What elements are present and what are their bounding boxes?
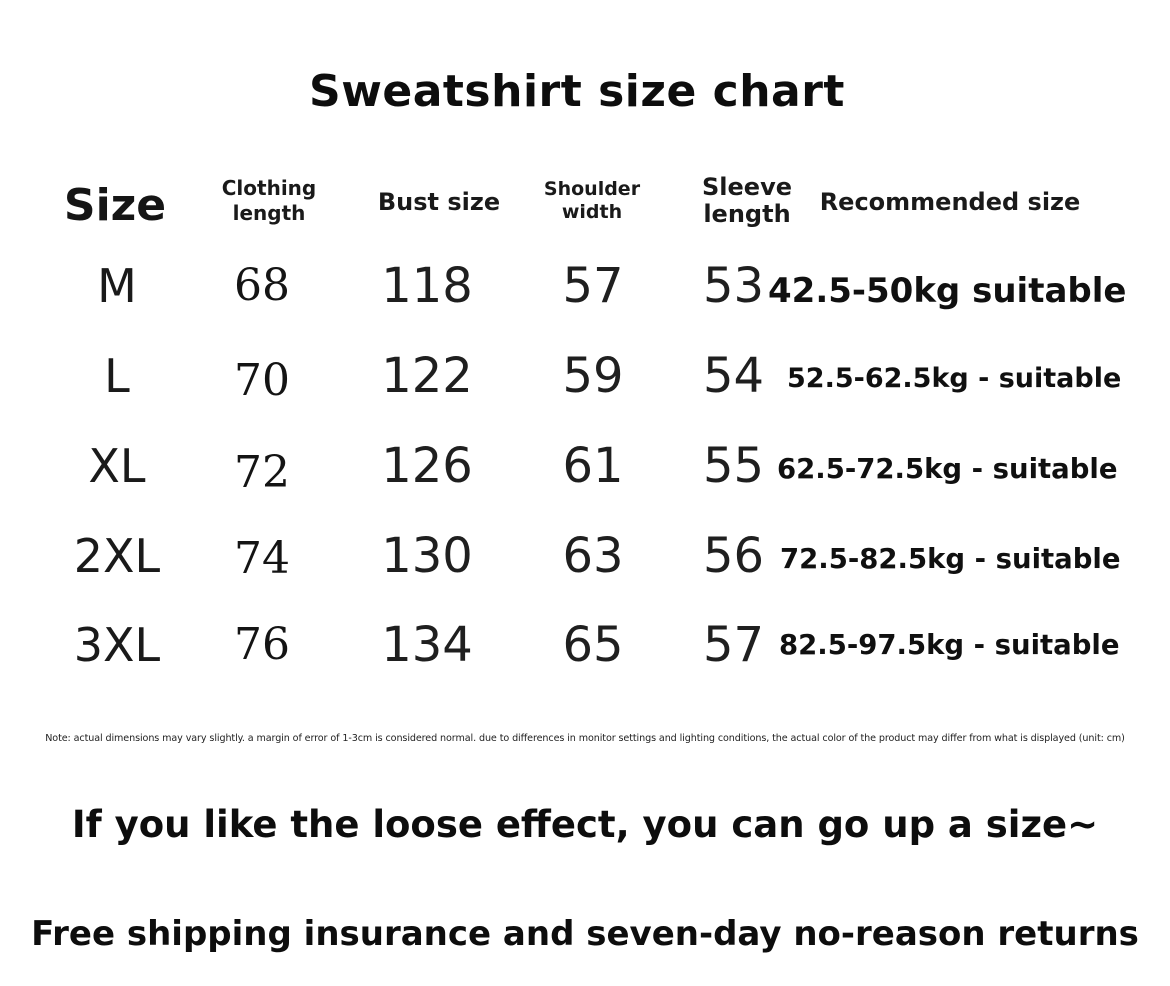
sleeve-length-cell: 54 (703, 348, 765, 404)
recommended-size-cell: 52.5-62.5kg - suitable (787, 363, 1122, 394)
shoulder-width-cell: 57 (562, 258, 624, 314)
bust-size-cell: 126 (381, 438, 473, 494)
size-cell: 3XL (73, 618, 161, 672)
size-cell: XL (88, 439, 146, 493)
chart-title: Sweatshirt size chart (309, 66, 845, 117)
clothing-length-cell: 68 (234, 260, 290, 311)
header-shoulder-width-line2: width (561, 201, 623, 223)
loose-fit-tip: If you like the loose effect, you can go… (71, 803, 1099, 846)
size-cell: L (104, 349, 130, 403)
size-cell: M (97, 259, 137, 313)
header-shoulder-width-line1: Shoulder (543, 178, 641, 200)
header-shoulder-width: Shoulder width (530, 178, 654, 224)
clothing-length-cell: 72 (234, 447, 290, 498)
header-clothing-length: Clothing length (200, 176, 338, 226)
size-cell: 2XL (73, 529, 161, 583)
table-row: L 70 122 59 54 52.5-62.5kg - suitable (0, 341, 1170, 411)
header-sleeve-length-line2: length (703, 200, 791, 228)
header-clothing-length-line2: length (232, 201, 306, 225)
shoulder-width-cell: 61 (562, 438, 624, 494)
sleeve-length-cell: 53 (703, 258, 765, 314)
clothing-length-cell: 70 (234, 355, 290, 406)
header-size: Size (63, 180, 167, 231)
recommended-size-cell: 72.5-82.5kg - suitable (780, 543, 1121, 575)
header-sleeve-length-line1: Sleeve (702, 173, 792, 201)
bust-size-cell: 122 (381, 348, 473, 404)
clothing-length-cell: 74 (234, 533, 290, 584)
clothing-length-cell: 76 (234, 619, 290, 670)
shoulder-width-cell: 59 (562, 348, 624, 404)
header-bust-size: Bust size (377, 188, 501, 216)
measurement-note: Note: actual dimensions may vary slightl… (45, 733, 1125, 744)
bust-size-cell: 118 (381, 258, 473, 314)
table-row: 2XL 74 130 63 56 72.5-82.5kg - suitable (0, 521, 1170, 591)
bust-size-cell: 130 (381, 528, 473, 584)
table-row: XL 72 126 61 55 62.5-72.5kg - suitable (0, 431, 1170, 501)
sleeve-length-cell: 57 (703, 617, 765, 673)
shoulder-width-cell: 65 (562, 617, 624, 673)
shipping-returns-banner: Free shipping insurance and seven-day no… (31, 914, 1139, 954)
recommended-size-cell: 42.5-50kg suitable (768, 271, 1127, 311)
header-clothing-length-line1: Clothing (221, 176, 317, 200)
sleeve-length-cell: 56 (703, 528, 765, 584)
recommended-size-cell: 82.5-97.5kg - suitable (779, 629, 1120, 661)
header-recommended-size: Recommended size (819, 188, 1081, 216)
shoulder-width-cell: 63 (562, 528, 624, 584)
recommended-size-cell: 62.5-72.5kg - suitable (777, 453, 1118, 485)
sleeve-length-cell: 55 (703, 438, 765, 494)
table-row: 3XL 76 134 65 57 82.5-97.5kg - suitable (0, 610, 1170, 680)
bust-size-cell: 134 (381, 617, 473, 673)
header-sleeve-length: Sleeve length (683, 174, 811, 228)
table-row: M 68 118 57 53 42.5-50kg suitable (0, 251, 1170, 321)
